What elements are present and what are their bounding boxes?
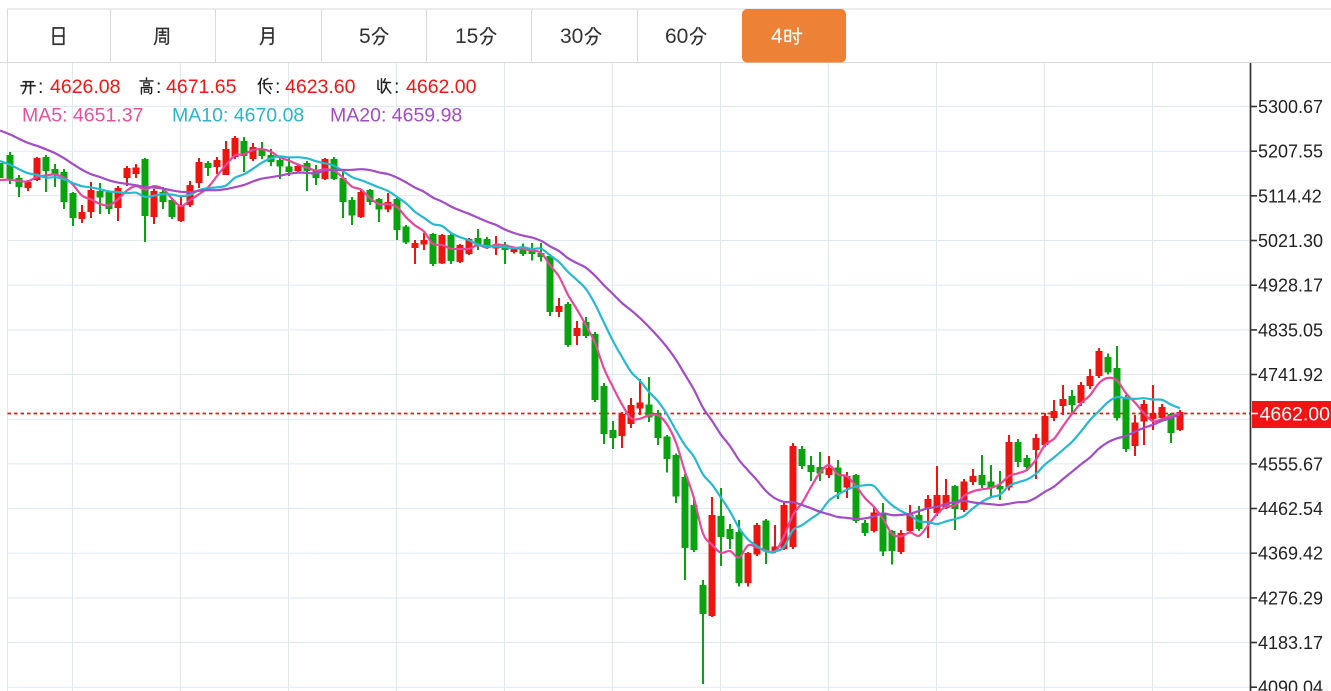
svg-text:4183.17: 4183.17 — [1258, 633, 1323, 653]
svg-text:MA20: 4659.98: MA20: 4659.98 — [330, 105, 462, 127]
svg-text:MA5: 4651.37: MA5: 4651.37 — [22, 105, 143, 127]
svg-text:5114.42: 5114.42 — [1258, 186, 1322, 206]
svg-text:60: 60 — [665, 25, 688, 48]
svg-text:15: 15 — [455, 25, 478, 48]
svg-text:4626.08: 4626.08 — [50, 76, 121, 98]
svg-text:4555.67: 4555.67 — [1258, 454, 1323, 474]
svg-text:5021.30: 5021.30 — [1258, 231, 1323, 251]
svg-text:4741.92: 4741.92 — [1258, 365, 1323, 385]
svg-text:4276.29: 4276.29 — [1258, 588, 1323, 608]
svg-text:5300.67: 5300.67 — [1258, 97, 1323, 117]
svg-text:4623.60: 4623.60 — [285, 76, 356, 98]
svg-text:4671.65: 4671.65 — [166, 76, 237, 98]
svg-text:4369.42: 4369.42 — [1258, 544, 1323, 564]
svg-text:4835.05: 4835.05 — [1258, 320, 1323, 340]
svg-text:4: 4 — [771, 25, 783, 48]
svg-text:4662.00: 4662.00 — [1260, 404, 1331, 426]
svg-text:4662.00: 4662.00 — [406, 76, 477, 98]
svg-text::: : — [394, 76, 399, 98]
svg-text:MA10: 4670.08: MA10: 4670.08 — [172, 105, 304, 127]
svg-text:4462.54: 4462.54 — [1258, 499, 1323, 519]
svg-text:5207.55: 5207.55 — [1258, 142, 1323, 162]
svg-text::: : — [38, 76, 43, 98]
svg-text:5: 5 — [359, 25, 371, 48]
svg-text:4928.17: 4928.17 — [1258, 276, 1323, 296]
svg-text::: : — [156, 76, 161, 98]
svg-text:4090.04: 4090.04 — [1258, 678, 1323, 691]
svg-text:30: 30 — [560, 25, 583, 48]
svg-text::: : — [275, 76, 280, 98]
